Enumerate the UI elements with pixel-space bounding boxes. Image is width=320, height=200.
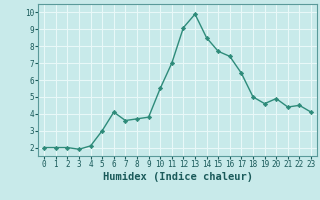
X-axis label: Humidex (Indice chaleur): Humidex (Indice chaleur) <box>103 172 252 182</box>
